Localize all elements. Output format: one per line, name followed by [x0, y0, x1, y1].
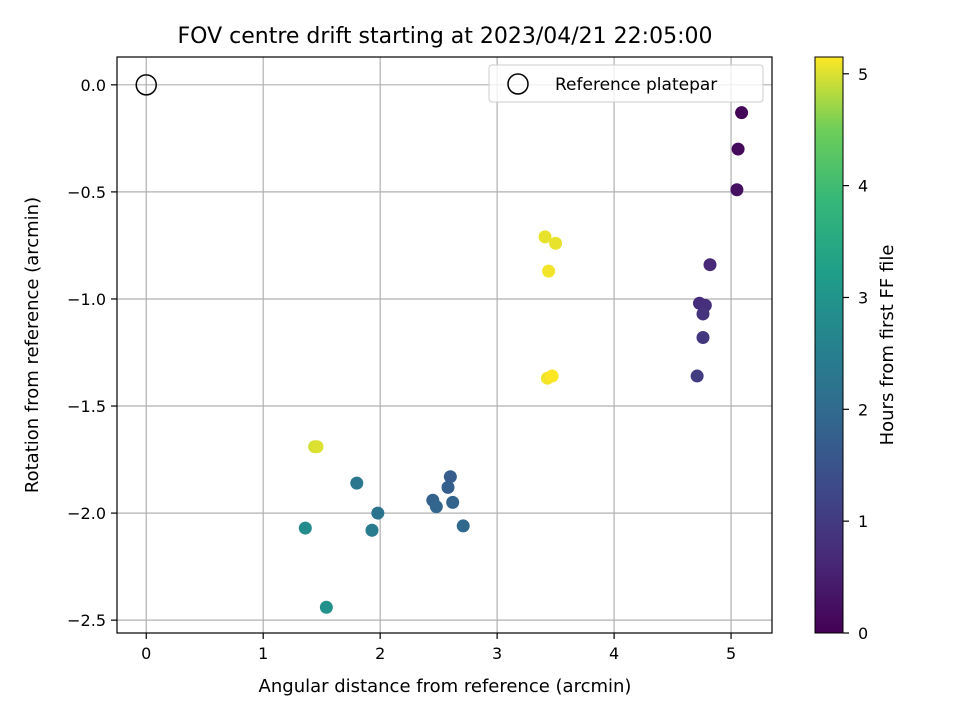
x-tick-label: 3	[492, 644, 502, 663]
colorbar-ticks: 0 1 2 3 4 5	[843, 65, 868, 643]
x-axis-label: Angular distance from reference (arcmin)	[259, 676, 632, 697]
data-point	[429, 500, 443, 514]
y-tick-label: −2.0	[67, 504, 106, 523]
y-tick-label: −0.5	[67, 183, 106, 202]
x-tick-label: 4	[609, 644, 619, 663]
colorbar-tick-label: 2	[858, 400, 868, 419]
data-point	[319, 600, 333, 614]
y-tick-label: −1.0	[67, 290, 106, 309]
data-point	[298, 521, 312, 535]
data-point	[731, 142, 745, 156]
y-axis-label: Rotation from reference (arcmin)	[22, 197, 43, 493]
data-point	[730, 183, 744, 197]
x-tick-label: 5	[726, 644, 736, 663]
data-point	[350, 476, 364, 490]
data-point	[443, 470, 457, 484]
y-tick-label: 0.0	[81, 76, 106, 95]
colorbar-tick-label: 5	[858, 65, 868, 84]
data-point	[365, 523, 379, 537]
colorbar-tick-label: 3	[858, 288, 868, 307]
legend-label: Reference platepar	[555, 75, 717, 95]
colorbar-tick-label: 4	[858, 177, 868, 196]
grid-lines	[117, 57, 772, 633]
data-point	[549, 236, 563, 250]
y-tick-label: −1.5	[67, 397, 106, 416]
data-points	[298, 106, 749, 614]
data-point	[446, 495, 460, 509]
data-point	[703, 258, 717, 272]
legend-box	[488, 64, 764, 103]
data-point	[538, 230, 552, 244]
legend: Reference platepar	[488, 64, 764, 103]
data-point	[690, 369, 704, 383]
plot-area-frame	[116, 56, 773, 634]
data-point	[441, 480, 455, 494]
x-axis-ticks: 0 1 2 3 4 5	[141, 633, 736, 663]
colorbar-gradient	[814, 56, 844, 634]
data-point	[696, 331, 710, 345]
y-tick-label: −2.5	[67, 611, 106, 630]
legend-hollow-circle-marker	[507, 73, 529, 95]
colorbar-tick-label: 0	[858, 624, 868, 643]
data-point	[735, 106, 749, 120]
x-tick-label: 1	[258, 644, 268, 663]
x-tick-label: 0	[141, 644, 151, 663]
data-point	[545, 369, 559, 383]
chart-title: FOV centre drift starting at 2023/04/21 …	[178, 24, 713, 49]
data-point	[310, 440, 324, 454]
data-point	[696, 307, 710, 321]
colorbar-label: Hours from first FF file	[877, 245, 898, 446]
y-axis-ticks: 0.0 −0.5 −1.0 −1.5 −2.0 −2.5	[67, 76, 117, 630]
colorbar: 0 1 2 3 4 5 Hours from first FF file	[814, 56, 898, 643]
data-point	[542, 264, 556, 278]
data-point	[371, 506, 385, 520]
x-tick-label: 2	[375, 644, 385, 663]
colorbar-tick-label: 1	[858, 512, 868, 531]
data-point	[456, 519, 470, 533]
reference-platepar-marker	[135, 74, 157, 96]
